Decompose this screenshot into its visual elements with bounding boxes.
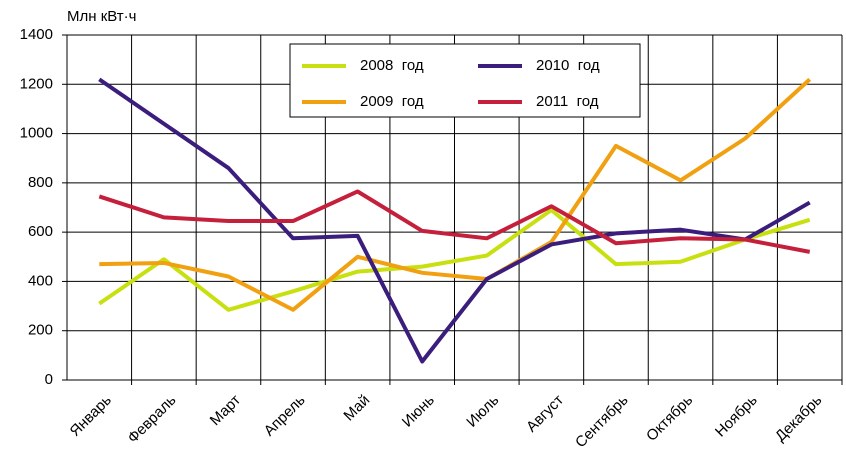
legend-label: 2008 год [360,57,424,74]
x-tick-label: Ноябрь [712,391,761,440]
line-series [99,77,812,312]
y-tick-label: 1200 [20,75,53,92]
x-tick-label: Апрель [261,391,309,439]
x-tick-label: Октябрь [643,391,696,444]
x-tick-label: Август [523,392,567,436]
y-tick-label: 600 [28,223,53,240]
y-tick-label: 800 [28,174,53,191]
line-series [98,189,811,254]
y-tick-label: 1400 [20,26,53,43]
x-tick-label: Июнь [399,391,438,430]
y-tick-label: 200 [28,322,53,339]
legend-label: 2009 год [360,93,424,110]
line-series [98,77,811,364]
y-axis-label: Млн кВт·ч [67,8,136,25]
legend-label: 2010 год [536,57,600,74]
x-tick-label: Май [340,392,373,425]
x-tick-label: Январь [67,391,116,440]
y-tick-label: 1000 [20,125,53,142]
x-tick-label: Сентябрь [572,391,632,451]
line-series [98,207,811,312]
x-tick-label: Февраль [124,391,179,446]
x-tick-label: Декабрь [772,391,826,445]
y-tick-label: 400 [28,272,53,289]
legend-box [289,43,641,118]
legend-label: 2011 год [536,93,599,110]
y-tick-label: 0 [45,371,53,388]
x-tick-label: Март [207,392,244,429]
x-tick-label: Июль [463,391,502,430]
